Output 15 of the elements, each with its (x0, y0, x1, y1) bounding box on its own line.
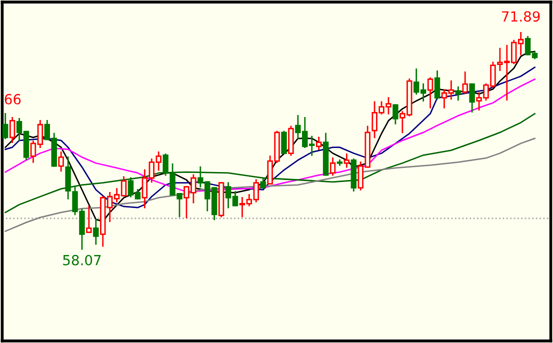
candlestick (9, 117, 16, 143)
candlestick (2, 112, 8, 140)
candlestick (455, 86, 461, 101)
candlestick (350, 158, 357, 192)
candlestick (344, 154, 350, 168)
annotation: 58.07 (63, 254, 101, 266)
candlestick (93, 218, 99, 245)
candlestick (434, 70, 440, 100)
candlestick (427, 77, 434, 108)
candlestick (58, 151, 64, 172)
candlestick (330, 157, 336, 176)
annotation: 71.89 (502, 11, 540, 22)
candlestick (336, 159, 343, 166)
candlestick (316, 136, 322, 150)
annotation: 66 (4, 94, 21, 104)
